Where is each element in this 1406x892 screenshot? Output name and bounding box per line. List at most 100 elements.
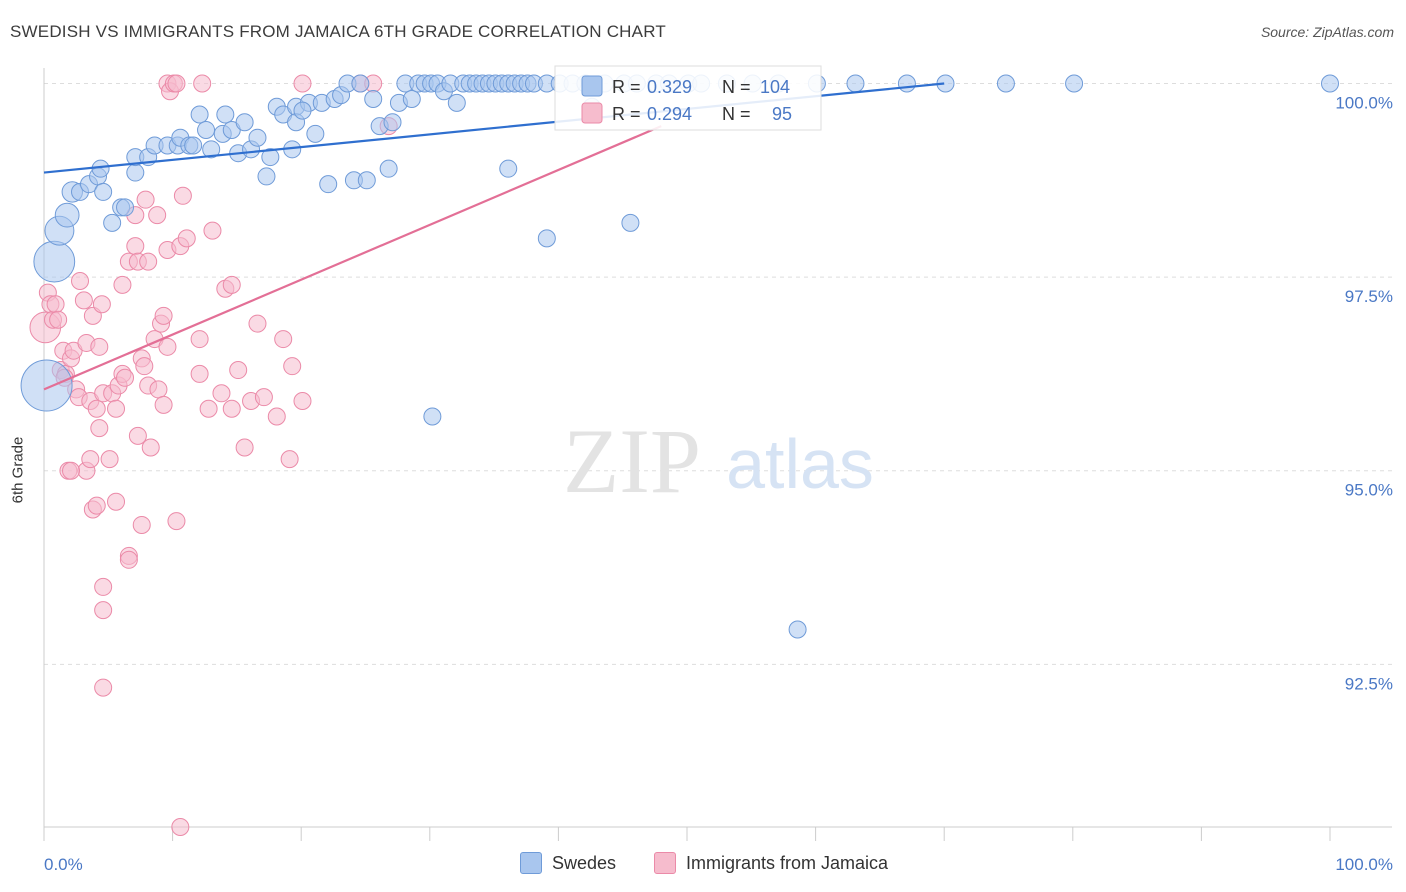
swedes-point <box>197 120 216 139</box>
bottom-legend-label-jamaica: Immigrants from Jamaica <box>686 852 889 873</box>
stats-legend: R = 0.329 N = 104 R = 0.294 N = 95 <box>554 65 822 131</box>
bottom-legend-swedes[interactable]: Swedes <box>520 852 616 874</box>
swedes-point <box>788 620 807 639</box>
jamaica-point <box>113 275 132 294</box>
jamaica-point <box>267 407 286 426</box>
jamaica-point <box>235 438 254 457</box>
jamaica-point <box>283 357 302 376</box>
swedes-point <box>846 74 865 93</box>
swedes-point <box>447 93 466 112</box>
jamaica-point <box>293 74 312 93</box>
jamaica-point <box>293 392 312 411</box>
jamaica-point <box>116 368 135 387</box>
jamaica-point <box>167 74 186 93</box>
y-tick-label: 97.5% <box>1345 287 1393 306</box>
jamaica-point <box>177 229 196 248</box>
jamaica-point <box>94 577 113 596</box>
legend-r-value-jamaica: 0.294 <box>647 104 692 124</box>
jamaica-point <box>148 206 167 225</box>
swedes-point <box>20 359 73 412</box>
legend-n-label-swedes: N = <box>722 77 751 97</box>
watermark-atlas: atlas <box>726 425 874 503</box>
jamaica-trend-line <box>43 125 662 391</box>
y-tick-label: 92.5% <box>1345 674 1393 693</box>
swedes-point <box>33 240 76 283</box>
chart-source: Source: ZipAtlas.com <box>1260 24 1394 40</box>
jamaica-points <box>29 74 398 836</box>
bottom-legend-jamaica[interactable]: Immigrants from Jamaica <box>654 852 888 874</box>
zipatlas-watermark: ZIP atlas <box>563 410 874 512</box>
jamaica-point <box>62 461 81 480</box>
jamaica-point <box>173 186 192 205</box>
jamaica-point <box>139 252 158 271</box>
legend-swatch-jamaica <box>581 102 603 124</box>
jamaica-point <box>94 678 113 697</box>
jamaica-point <box>90 419 109 438</box>
jamaica-point <box>81 450 100 469</box>
swedes-point <box>190 105 209 124</box>
axes: 92.5% 95.0% 97.5% 100.0% 0.0% 100.0% <box>43 68 1393 874</box>
jamaica-point <box>74 291 93 310</box>
legend-r-value-swedes: 0.329 <box>647 77 692 97</box>
chart-title: SWEDISH VS IMMIGRANTS FROM JAMAICA 6TH G… <box>10 22 666 41</box>
legend-n-value-swedes: 104 <box>760 77 790 97</box>
swedes-point <box>293 101 312 120</box>
jamaica-point <box>248 314 267 333</box>
swedes-point <box>91 159 110 178</box>
jamaica-point <box>126 237 145 256</box>
swedes-point <box>261 148 280 167</box>
swedes-point <box>319 175 338 194</box>
jamaica-point <box>92 295 111 314</box>
swedes-point <box>351 74 370 93</box>
x-tick-label-max: 100.0% <box>1335 855 1393 874</box>
jamaica-point <box>71 271 90 290</box>
swedes-point <box>402 89 421 108</box>
swedes-point <box>1321 74 1339 93</box>
x-tick-label-min: 0.0% <box>44 855 83 874</box>
swedes-point <box>357 171 376 190</box>
jamaica-point <box>132 515 151 534</box>
jamaica-point <box>49 310 68 329</box>
jamaica-point <box>274 330 293 349</box>
swedes-point <box>184 136 203 155</box>
swedes-point <box>103 213 122 232</box>
jamaica-point <box>190 364 209 383</box>
jamaica-point <box>193 74 212 93</box>
jamaica-point <box>107 399 126 418</box>
legend-swatch-swedes <box>581 75 603 97</box>
swedes-point <box>996 74 1015 93</box>
jamaica-point <box>154 395 173 414</box>
swedes-point <box>54 202 80 228</box>
y-tick-label: 100.0% <box>1335 93 1393 112</box>
swedes-point <box>383 113 402 132</box>
jamaica-point <box>100 450 119 469</box>
jamaica-point <box>203 221 222 240</box>
swedes-point <box>94 182 113 201</box>
swedes-point <box>116 198 135 217</box>
legend-r-label-jamaica: R = <box>612 104 641 124</box>
grid-lines <box>44 82 1392 665</box>
swedes-point <box>537 229 556 248</box>
jamaica-point <box>158 337 177 356</box>
jamaica-point <box>229 361 248 380</box>
swedes-point <box>379 159 398 178</box>
swedes-point <box>423 407 442 426</box>
swedes-point <box>216 105 235 124</box>
swatch-swedes <box>520 852 542 874</box>
swedes-point <box>499 159 518 178</box>
jamaica-point <box>107 492 126 511</box>
swedes-point <box>306 124 325 143</box>
y-tick-label: 95.0% <box>1345 481 1393 500</box>
jamaica-point <box>90 337 109 356</box>
jamaica-point <box>154 306 173 325</box>
jamaica-point <box>87 496 106 515</box>
jamaica-point <box>171 818 190 836</box>
jamaica-point <box>94 601 113 620</box>
legend-r-label-swedes: R = <box>612 77 641 97</box>
swedes-point <box>621 213 640 232</box>
legend-n-label-jamaica: N = <box>722 104 751 124</box>
jamaica-point <box>135 357 154 376</box>
watermark-zip: ZIP <box>563 410 701 512</box>
swedes-point <box>235 113 254 132</box>
